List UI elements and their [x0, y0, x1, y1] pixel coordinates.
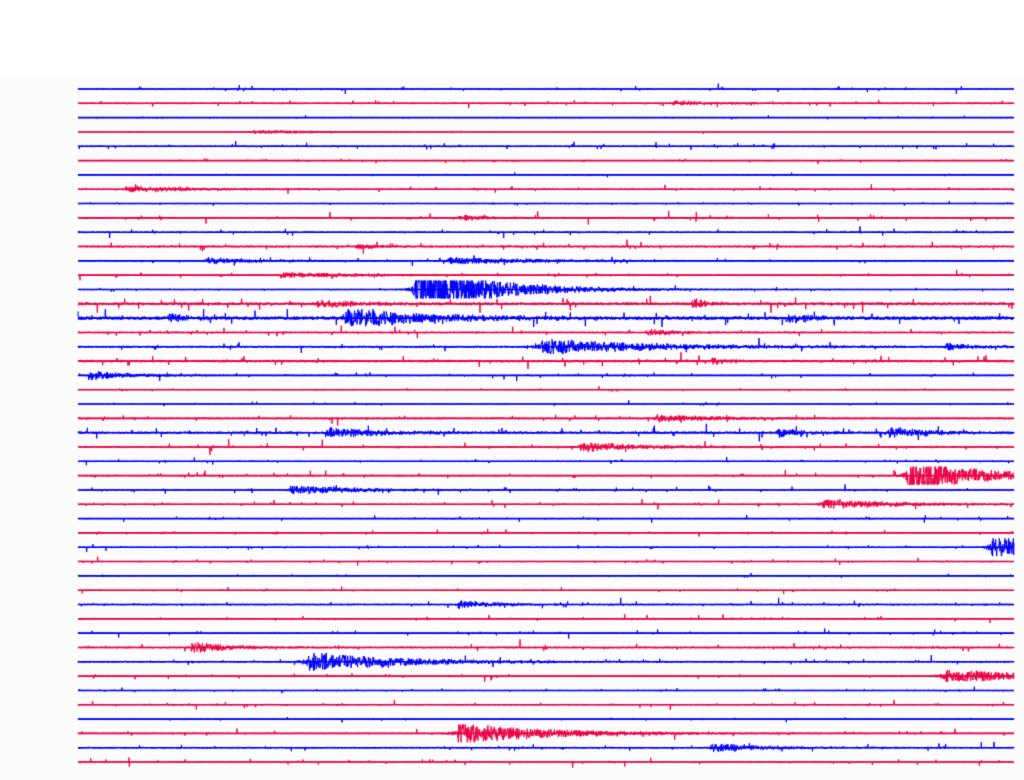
helicorder-plot: HP Pylos 2025-04-10 Applied filter: WWSS…: [0, 0, 1024, 780]
seismogram-traces: [0, 0, 1024, 780]
